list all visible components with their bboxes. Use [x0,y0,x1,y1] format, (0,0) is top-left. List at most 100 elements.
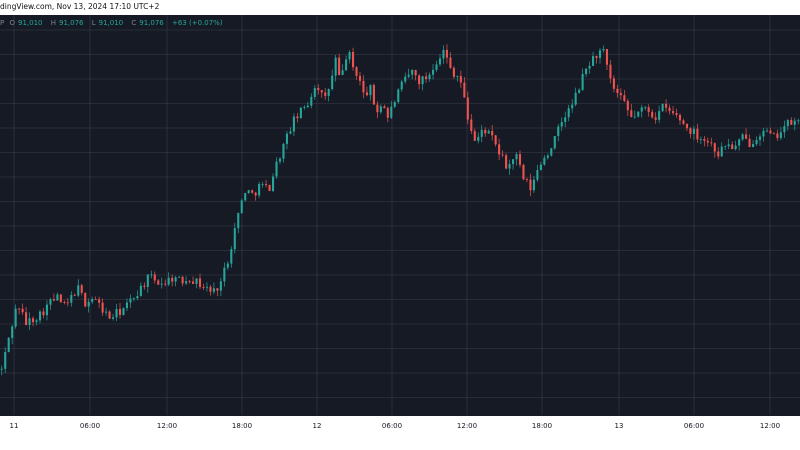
candle-body [383,106,386,109]
candle-body [345,59,348,71]
candle-body [651,111,654,118]
x-tick-label: 06:00 [80,422,100,430]
candle-body [619,92,622,96]
candle-body [727,144,730,147]
candle-body [188,281,191,283]
candle-body [585,68,588,75]
candle-body [522,164,525,180]
ohlc-change: +63 (+0.07%) [171,19,223,27]
ohlc-high: H 91,076 [50,19,84,27]
chart-area[interactable] [0,15,800,433]
candle-body [66,302,69,304]
candle-body [445,49,448,58]
candle-body [532,179,535,191]
candle-body [45,304,48,316]
candle-body [202,286,205,288]
candle-body [654,117,657,120]
candle-body [738,139,741,146]
candle-body [411,69,414,75]
candle-body [498,144,501,155]
candle-body [501,154,504,156]
candle-body [720,146,723,157]
candle-body [595,56,598,59]
candle-body [598,50,602,59]
candle-body [564,117,567,123]
candle-body [546,155,549,158]
candle-body [658,111,661,120]
candle-body [505,155,508,169]
x-tick-label: 13 [615,422,624,430]
candle-body [633,116,636,118]
candle-body [265,183,268,185]
candle-body [42,311,45,316]
candle-body [376,104,379,113]
time-axis [0,416,800,448]
candle-body [776,133,779,139]
candle-body [480,129,483,137]
candle-body [369,85,372,96]
candle-body [181,276,184,284]
candle-body [765,130,768,132]
candle-body [105,311,108,313]
candle-body [623,95,626,101]
candle-body [362,80,365,93]
candle-body [793,120,796,125]
candle-body [574,92,577,105]
candle-body [21,308,24,313]
candle-body [661,103,664,112]
candle-body [466,97,469,120]
candle-body [696,128,699,140]
candle-body [786,119,789,127]
candle-body [438,58,442,65]
candle-body [491,130,494,136]
candle-body [327,89,330,96]
candle-body [84,292,87,307]
candle-body [529,179,532,191]
candle-body [98,299,101,303]
candle-body [49,299,52,305]
candle-body [292,116,295,132]
candle-body [525,179,528,181]
candle-body [132,298,135,299]
candle-body [685,123,688,129]
candle-body [320,90,323,93]
candle-body [518,154,522,165]
candle-body [285,133,288,144]
candle-body [94,299,97,300]
candle-body [230,249,233,264]
candle-body [668,107,671,112]
candle-body [195,278,198,284]
candle-body [477,136,480,141]
candle-body [334,57,337,76]
candle-body [592,56,595,66]
candle-body [418,75,421,85]
candle-body [724,146,727,148]
candle-body [272,176,275,191]
candle-body [52,299,55,301]
candle-body [150,274,153,276]
candle-body [550,148,553,156]
candle-body [365,92,368,96]
ohlc-low: L 91,010 [91,19,124,27]
candle-body [393,102,396,107]
candle-body [508,164,511,169]
candle-body [164,283,167,285]
candle-body [772,133,775,135]
symbol-label: P [0,19,5,27]
candle-body [143,285,146,287]
candlestick-chart[interactable]: 11 06:00 12:00 18:00 12 06:00 12:00 18:00 13 06:0… [0,15,800,450]
candle-body [553,136,556,149]
candle-body [160,283,163,285]
x-tick-label: 12:00 [157,422,177,430]
x-tick-label: 12:00 [760,422,780,430]
candle-body [251,190,254,193]
candle-body [18,308,21,310]
x-tick-label: 11 [10,422,19,430]
candle-body [689,128,692,134]
candle-body [616,88,619,93]
candle-body [275,161,278,177]
candle-body [209,286,212,292]
candle-body [463,82,466,98]
candle-body [108,311,111,319]
candle-body [101,302,104,313]
